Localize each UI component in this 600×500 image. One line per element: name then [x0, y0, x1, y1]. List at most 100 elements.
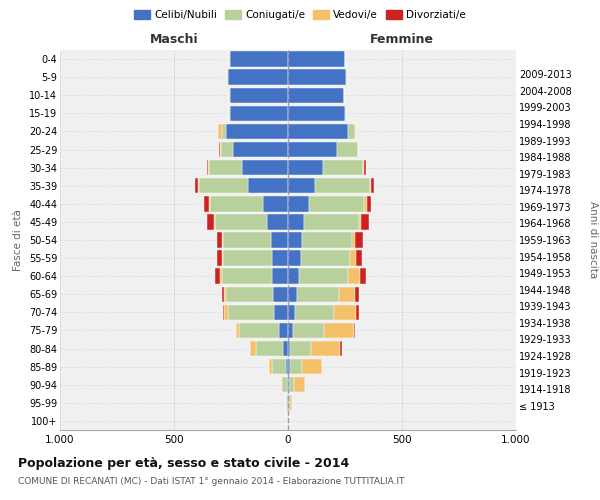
Bar [361, 214, 369, 230]
Bar [359, 214, 361, 230]
Bar [288, 70, 346, 85]
Bar [288, 359, 290, 374]
Bar [334, 304, 356, 320]
Bar [288, 160, 323, 176]
Y-axis label: Fasce di età: Fasce di età [13, 209, 23, 271]
Legend: Celibi/Nubili, Coniugati/e, Vedovi/e, Divorziati/e: Celibi/Nubili, Coniugati/e, Vedovi/e, Di… [132, 8, 468, 22]
Bar [269, 359, 272, 374]
Bar [371, 178, 373, 194]
Bar [283, 341, 288, 356]
Bar [340, 286, 355, 302]
Bar [288, 304, 295, 320]
Y-axis label: Anni di nascita: Anni di nascita [588, 202, 598, 278]
Bar [288, 124, 349, 139]
Bar [223, 250, 272, 266]
Bar [227, 70, 288, 85]
Bar [226, 286, 273, 302]
Bar [288, 106, 345, 121]
Bar [233, 142, 288, 157]
Bar [268, 214, 288, 230]
Bar [248, 178, 288, 194]
Text: COMUNE DI RECANATI (MC) - Dati ISTAT 1° gennaio 2014 - Elaborazione TUTTITALIA.I: COMUNE DI RECANATI (MC) - Dati ISTAT 1° … [18, 478, 404, 486]
Bar [299, 268, 349, 284]
Bar [222, 124, 226, 139]
Bar [288, 88, 344, 103]
Bar [288, 232, 302, 248]
Bar [354, 323, 355, 338]
Bar [294, 377, 305, 392]
Bar [279, 323, 288, 338]
Bar [340, 341, 341, 356]
Bar [208, 160, 209, 176]
Bar [274, 304, 288, 320]
Bar [289, 377, 294, 392]
Bar [286, 395, 287, 410]
Bar [217, 232, 222, 248]
Bar [263, 196, 288, 212]
Bar [304, 214, 359, 230]
Bar [337, 142, 358, 157]
Bar [356, 304, 359, 320]
Text: Popolazione per età, sesso e stato civile - 2014: Popolazione per età, sesso e stato civil… [18, 458, 349, 470]
Bar [290, 341, 311, 356]
Bar [211, 196, 263, 212]
Bar [302, 359, 322, 374]
Bar [209, 196, 211, 212]
Bar [203, 196, 209, 212]
Bar [302, 232, 352, 248]
Bar [223, 304, 224, 320]
Bar [288, 323, 293, 338]
Bar [273, 286, 288, 302]
Bar [364, 160, 365, 176]
Bar [242, 160, 288, 176]
Bar [230, 106, 288, 121]
Bar [355, 232, 363, 248]
Bar [288, 286, 297, 302]
Bar [288, 178, 316, 194]
Bar [224, 286, 226, 302]
Bar [297, 286, 340, 302]
Bar [222, 232, 223, 248]
Bar [215, 268, 220, 284]
Bar [288, 142, 337, 157]
Bar [288, 52, 345, 66]
Bar [293, 323, 325, 338]
Bar [288, 377, 289, 392]
Bar [256, 341, 283, 356]
Bar [250, 341, 256, 356]
Bar [289, 395, 290, 410]
Bar [316, 178, 370, 194]
Bar [367, 196, 371, 212]
Bar [230, 88, 288, 103]
Bar [301, 250, 350, 266]
Bar [214, 214, 215, 230]
Bar [194, 178, 198, 194]
Bar [349, 268, 360, 284]
Bar [281, 377, 283, 392]
Bar [223, 232, 271, 248]
Bar [272, 359, 286, 374]
Bar [288, 341, 290, 356]
Bar [239, 323, 279, 338]
Bar [364, 196, 367, 212]
Bar [221, 142, 233, 157]
Bar [345, 106, 346, 121]
Bar [222, 286, 224, 302]
Bar [217, 250, 222, 266]
Bar [349, 124, 355, 139]
Bar [352, 232, 355, 248]
Bar [220, 268, 222, 284]
Bar [207, 160, 208, 176]
Bar [283, 377, 287, 392]
Bar [323, 160, 363, 176]
Bar [271, 232, 288, 248]
Bar [295, 304, 334, 320]
Bar [207, 214, 214, 230]
Bar [363, 160, 364, 176]
Bar [325, 323, 354, 338]
Bar [308, 196, 364, 212]
Bar [222, 250, 223, 266]
Bar [209, 160, 242, 176]
Bar [218, 124, 222, 139]
Bar [290, 359, 302, 374]
